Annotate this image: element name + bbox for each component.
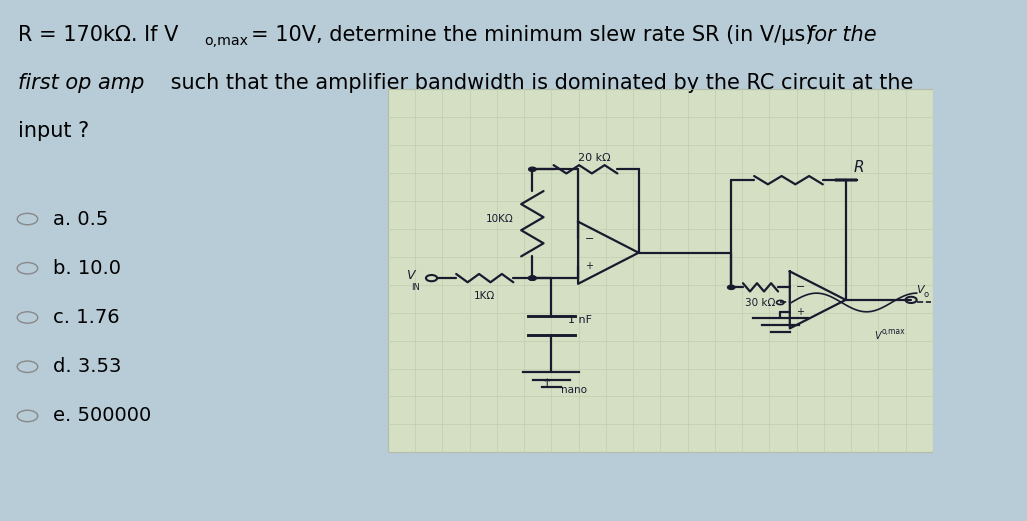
Bar (388, 90, 933, 452)
Circle shape (529, 276, 536, 280)
Circle shape (529, 276, 536, 280)
Text: +: + (796, 307, 804, 317)
Text: IN: IN (412, 283, 420, 292)
Text: 30 kΩ: 30 kΩ (746, 297, 775, 308)
Text: nano: nano (561, 386, 586, 395)
Text: c. 1.76: c. 1.76 (52, 308, 119, 327)
Text: R = 170kΩ. If V: R = 170kΩ. If V (18, 24, 179, 45)
Text: input ?: input ? (18, 121, 89, 141)
Circle shape (529, 276, 536, 280)
Text: V: V (916, 284, 923, 295)
Text: b. 10.0: b. 10.0 (52, 259, 120, 278)
Text: 10KΩ: 10KΩ (486, 214, 514, 224)
Text: 20 kΩ: 20 kΩ (578, 153, 611, 163)
Text: +: + (584, 262, 593, 271)
Text: 1KΩ: 1KΩ (474, 291, 495, 301)
Text: −: − (796, 282, 806, 292)
Text: a. 0.5: a. 0.5 (52, 209, 108, 229)
Text: R: R (853, 160, 864, 175)
Text: e. 500000: e. 500000 (52, 406, 151, 426)
Text: for the: for the (807, 24, 877, 45)
Text: such that the amplifier bandwidth is dominated by the RC circuit at the: such that the amplifier bandwidth is dom… (164, 73, 914, 93)
Text: first op amp: first op amp (18, 73, 145, 93)
Circle shape (529, 167, 536, 171)
Text: 1 nF: 1 nF (568, 315, 593, 325)
Text: d. 3.53: d. 3.53 (52, 357, 121, 376)
Text: o: o (923, 290, 928, 299)
Circle shape (727, 286, 735, 290)
Text: V: V (874, 331, 880, 341)
Text: −: − (584, 234, 594, 244)
Text: o,max: o,max (204, 34, 249, 48)
Text: = 10V, determine the minimum slew rate SR (in V/μs): = 10V, determine the minimum slew rate S… (251, 24, 820, 45)
Text: V: V (407, 269, 415, 282)
Text: o,max: o,max (881, 327, 905, 336)
Text: ↑: ↑ (541, 378, 553, 391)
